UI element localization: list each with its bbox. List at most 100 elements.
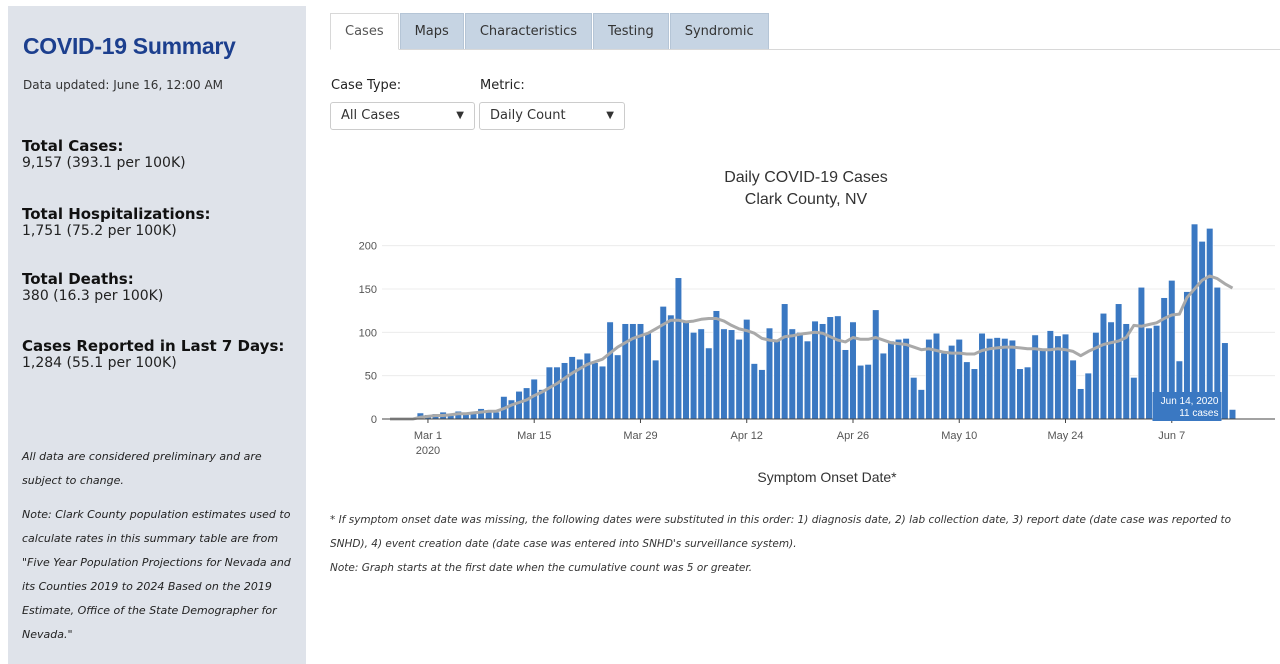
bar[interactable] — [811, 320, 819, 420]
bar[interactable] — [940, 352, 948, 420]
stat-value: 9,157 (393.1 per 100K) — [22, 155, 186, 171]
bars[interactable] — [416, 223, 1237, 420]
case-type-select[interactable]: All Cases ▼ — [330, 102, 475, 130]
bar[interactable] — [712, 310, 720, 420]
metric-select[interactable]: Daily Count ▼ — [479, 102, 625, 130]
bar[interactable] — [743, 319, 751, 420]
bar[interactable] — [796, 332, 804, 420]
bar[interactable] — [1077, 388, 1085, 420]
bar[interactable] — [644, 332, 652, 420]
tabs-divider — [330, 49, 1280, 50]
bar[interactable] — [758, 369, 766, 420]
tab-maps[interactable]: Maps — [399, 13, 464, 49]
bar[interactable] — [1046, 330, 1054, 420]
bar[interactable] — [1099, 312, 1108, 420]
bar[interactable] — [720, 328, 728, 420]
bar[interactable] — [1039, 349, 1047, 420]
x-tick-label: Mar 15 — [517, 430, 551, 442]
bar[interactable] — [932, 332, 941, 420]
x-tick-label: Apr 26 — [837, 430, 869, 442]
bar[interactable] — [993, 337, 1001, 420]
bar[interactable] — [621, 323, 629, 420]
bar[interactable] — [591, 362, 599, 420]
tab-syndromic[interactable]: Syndromic — [669, 13, 769, 49]
bar[interactable] — [955, 338, 963, 420]
bar[interactable] — [1069, 359, 1077, 420]
bar[interactable] — [598, 365, 607, 420]
x-tick-label: Apr 12 — [731, 430, 763, 442]
bar[interactable] — [735, 338, 743, 420]
tooltip-date: Jun 14, 2020 — [1161, 396, 1219, 407]
bar[interactable] — [1001, 338, 1009, 420]
bar[interactable] — [667, 314, 675, 420]
bar[interactable] — [910, 377, 918, 420]
bar[interactable] — [894, 338, 903, 420]
bar[interactable] — [1107, 321, 1115, 420]
bar[interactable] — [1206, 228, 1214, 420]
bar[interactable] — [515, 390, 523, 420]
bar[interactable] — [879, 352, 887, 420]
bar[interactable] — [963, 361, 971, 420]
bar[interactable] — [902, 338, 910, 420]
bar[interactable] — [523, 387, 531, 420]
bar[interactable] — [978, 332, 986, 420]
bar[interactable] — [1190, 223, 1199, 420]
bar[interactable] — [872, 309, 880, 420]
bar[interactable] — [826, 316, 834, 420]
bar[interactable] — [1228, 409, 1237, 420]
bar[interactable] — [781, 303, 789, 420]
bar[interactable] — [1137, 286, 1146, 420]
bar[interactable] — [773, 340, 781, 420]
y-tick-label: 100 — [359, 327, 377, 339]
x-tick-label: Mar 29 — [623, 430, 657, 442]
bar[interactable] — [1061, 333, 1070, 420]
bar[interactable] — [690, 332, 698, 420]
bar[interactable] — [856, 364, 865, 420]
x-axis-title: Symptom Onset Date* — [757, 469, 897, 485]
bar[interactable] — [682, 320, 690, 420]
bar[interactable] — [803, 340, 812, 420]
bar[interactable] — [606, 321, 614, 420]
bar[interactable] — [819, 323, 827, 420]
bar[interactable] — [864, 364, 872, 420]
bar[interactable] — [614, 354, 622, 420]
bar[interactable] — [788, 328, 796, 420]
bar[interactable] — [652, 359, 660, 420]
bar[interactable] — [970, 368, 979, 420]
bar[interactable] — [834, 315, 842, 420]
bar[interactable] — [568, 356, 576, 420]
x-tick-label: Mar 1 — [414, 430, 442, 442]
bar[interactable] — [727, 329, 736, 420]
tab-characteristics[interactable]: Characteristics — [464, 13, 593, 49]
case-type-value: All Cases — [341, 108, 400, 123]
bar[interactable] — [887, 340, 895, 420]
bar[interactable] — [750, 363, 758, 420]
population-note: Note: Clark County population estimates … — [22, 508, 291, 641]
bar[interactable] — [948, 345, 956, 420]
bar[interactable] — [1130, 377, 1138, 420]
bar[interactable] — [1016, 368, 1024, 420]
bar[interactable] — [705, 347, 713, 420]
y-tick-label: 200 — [359, 241, 377, 253]
bar[interactable] — [1008, 339, 1016, 420]
bar[interactable] — [560, 362, 569, 420]
bar[interactable] — [530, 378, 538, 420]
bar[interactable] — [841, 349, 849, 420]
bar[interactable] — [1115, 303, 1123, 420]
bar[interactable] — [1023, 366, 1032, 420]
bar[interactable] — [1221, 342, 1229, 420]
bar[interactable] — [1084, 372, 1092, 420]
tooltip-box — [1152, 392, 1222, 421]
bar[interactable] — [492, 411, 500, 420]
bar[interactable] — [925, 338, 933, 420]
bar[interactable] — [674, 277, 683, 420]
tab-cases[interactable]: Cases — [330, 13, 399, 50]
bar[interactable] — [545, 366, 553, 420]
tab-testing[interactable]: Testing — [593, 13, 669, 49]
stat-label: Total Deaths: — [22, 270, 134, 288]
bar[interactable] — [553, 366, 561, 420]
bar[interactable] — [917, 389, 925, 420]
bar[interactable] — [1145, 327, 1153, 420]
metric-label: Metric: — [480, 78, 525, 93]
bar[interactable] — [697, 328, 705, 420]
